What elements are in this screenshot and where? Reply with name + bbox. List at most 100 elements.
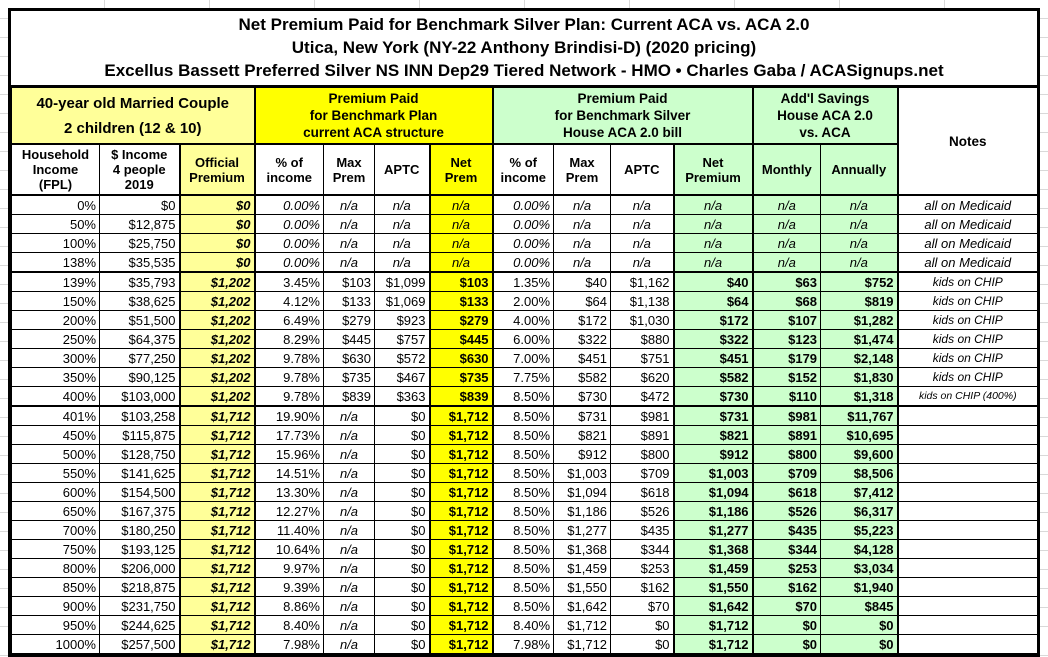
cell-aca-net-prem: n/a (428, 214, 494, 234)
cell-income: $25,750 (99, 233, 180, 253)
cell-income: $90,125 (99, 367, 180, 387)
cell-fpl: 450% (11, 425, 100, 445)
cell-aca-pct-income: 0.00% (253, 194, 324, 215)
cell-income: $154,500 (99, 482, 180, 502)
cell-aca-net-prem: n/a (428, 194, 494, 215)
cell-aca-pct-income: 8.40% (253, 615, 324, 635)
cell-aca2-pct-income: 6.00% (491, 329, 555, 349)
column-header-aca-net-prem: Net Prem (428, 143, 494, 196)
cell-note (896, 539, 1039, 559)
cell-aca-pct-income: 9.97% (253, 558, 324, 578)
cell-savings-annually: n/a (820, 233, 899, 253)
cell-aca2-net-premium: n/a (672, 214, 754, 234)
cell-aca2-pct-income: 8.50% (491, 520, 555, 540)
column-header-savings-annually: Annually (820, 143, 899, 196)
cell-aca2-max-prem: $64 (553, 291, 612, 311)
cell-aca2-max-prem: n/a (553, 194, 612, 215)
cell-note (896, 558, 1039, 578)
cell-aca-net-prem: $1,712 (428, 596, 494, 616)
cell-official-premium: $1,712 (178, 520, 255, 540)
cell-aca2-net-premium: $1,094 (672, 482, 754, 502)
column-header-official-premium: Official Premium (178, 143, 255, 196)
cell-aca2-max-prem: $172 (553, 310, 612, 330)
cell-fpl: 139% (11, 271, 100, 292)
cell-savings-annually: $2,148 (820, 348, 899, 368)
cell-note: kids on CHIP (896, 329, 1039, 349)
cell-aca-pct-income: 3.45% (253, 271, 324, 292)
title-block: Net Premium Paid for Benchmark Silver Pl… (11, 11, 1037, 87)
cell-aca2-pct-income: 8.50% (491, 405, 555, 426)
column-header-aca2-aptc: APTC (610, 143, 675, 196)
cell-aca2-net-premium: $1,550 (672, 577, 754, 597)
cell-aca2-max-prem: $731 (553, 405, 612, 426)
cell-savings-annually: $1,940 (820, 577, 899, 597)
table-row: 1000% $257,500 $1,712 7.98% n/a $0 $1,712 7.98%… (11, 634, 1039, 654)
cell-savings-annually: $5,223 (820, 520, 899, 540)
cell-aca-net-prem: $1,712 (428, 482, 494, 502)
cell-note (896, 463, 1039, 483)
cell-aca-net-prem: $735 (428, 367, 494, 387)
cell-savings-monthly: $981 (751, 405, 822, 426)
cell-note: kids on CHIP (896, 367, 1039, 387)
cell-aca2-max-prem: $40 (553, 271, 612, 292)
cell-income: $0 (99, 194, 180, 215)
table-row: 250% $64,375 $1,202 8.29% $445 $757 $445 6.00% $… (11, 329, 1039, 349)
cell-aca2-aptc: $1,030 (610, 310, 675, 330)
cell-aca2-net-premium: $1,712 (672, 615, 754, 635)
cell-note: all on Medicaid (896, 233, 1039, 253)
cell-aca2-aptc: $981 (610, 405, 675, 426)
cell-note (896, 405, 1039, 426)
cell-fpl: 600% (11, 482, 100, 502)
cell-income: $64,375 (99, 329, 180, 349)
cell-aca-max-prem: $735 (323, 367, 375, 387)
table-row: 400% $103,000 $1,202 9.78% $839 $363 $839 8.50%… (11, 386, 1039, 407)
cell-aca-max-prem: n/a (323, 233, 375, 253)
cell-aca2-aptc: $253 (610, 558, 675, 578)
cell-aca2-net-premium: $64 (672, 291, 754, 311)
column-header-income: $ Income 4 people 2019 (99, 143, 180, 196)
cell-aca2-net-premium: $1,003 (672, 463, 754, 483)
cell-note (896, 425, 1039, 445)
cell-aca-max-prem: n/a (323, 501, 375, 521)
cell-aca-max-prem: n/a (323, 194, 375, 215)
cell-aca2-aptc: $0 (610, 634, 675, 654)
cell-savings-monthly: n/a (751, 214, 822, 234)
cell-note (896, 596, 1039, 616)
cell-aca2-net-premium: $172 (672, 310, 754, 330)
cell-savings-monthly: $107 (751, 310, 822, 330)
cell-aca-aptc: $0 (374, 596, 430, 616)
group-header-row: 40-year old Married Couple 2 children (1… (11, 87, 1039, 196)
cell-official-premium: $1,712 (178, 405, 255, 426)
table-row: 750% $193,125 $1,712 10.64% n/a $0 $1,712 8.50%… (11, 539, 1039, 559)
table-row: 0% $0 $0 0.00% n/a n/a n/a 0.00% n/a n/a n/a n/a n/a… (11, 194, 1039, 215)
table-row: 700% $180,250 $1,712 11.40% n/a $0 $1,712 8.50%… (11, 520, 1039, 540)
cell-aca-net-prem: $630 (428, 348, 494, 368)
cell-income: $12,875 (99, 214, 180, 234)
cell-aca2-max-prem: $451 (553, 348, 612, 368)
cell-note: kids on CHIP (896, 291, 1039, 311)
cell-official-premium: $1,712 (178, 463, 255, 483)
cell-aca2-aptc: $751 (610, 348, 675, 368)
group-header-savings: Add'l Savings House ACA 2.0 vs. ACA (751, 87, 899, 145)
cell-aca-net-prem: $1,712 (428, 463, 494, 483)
cell-aca-max-prem: n/a (323, 520, 375, 540)
cell-aca-aptc: $0 (374, 577, 430, 597)
cell-aca2-aptc: $880 (610, 329, 675, 349)
cell-aca2-aptc: n/a (610, 214, 675, 234)
cell-savings-annually: n/a (820, 214, 899, 234)
cell-aca-aptc: n/a (374, 214, 430, 234)
cell-aca-net-prem: $1,712 (428, 539, 494, 559)
cell-savings-monthly: $526 (751, 501, 822, 521)
cell-aca-aptc: $0 (374, 444, 430, 464)
cell-fpl: 200% (11, 310, 100, 330)
cell-aca-max-prem: n/a (323, 463, 375, 483)
cell-aca-pct-income: 9.78% (253, 348, 324, 368)
cell-savings-monthly: $253 (751, 558, 822, 578)
cell-aca-net-prem: $1,712 (428, 615, 494, 635)
table-row: 100% $25,750 $0 0.00% n/a n/a n/a 0.00% n/a n/a n/… (11, 233, 1039, 253)
cell-aca-max-prem: $445 (323, 329, 375, 349)
cell-aca2-max-prem: $582 (553, 367, 612, 387)
cell-official-premium: $1,712 (178, 558, 255, 578)
cell-fpl: 100% (11, 233, 100, 253)
cell-aca-net-prem: $1,712 (428, 425, 494, 445)
